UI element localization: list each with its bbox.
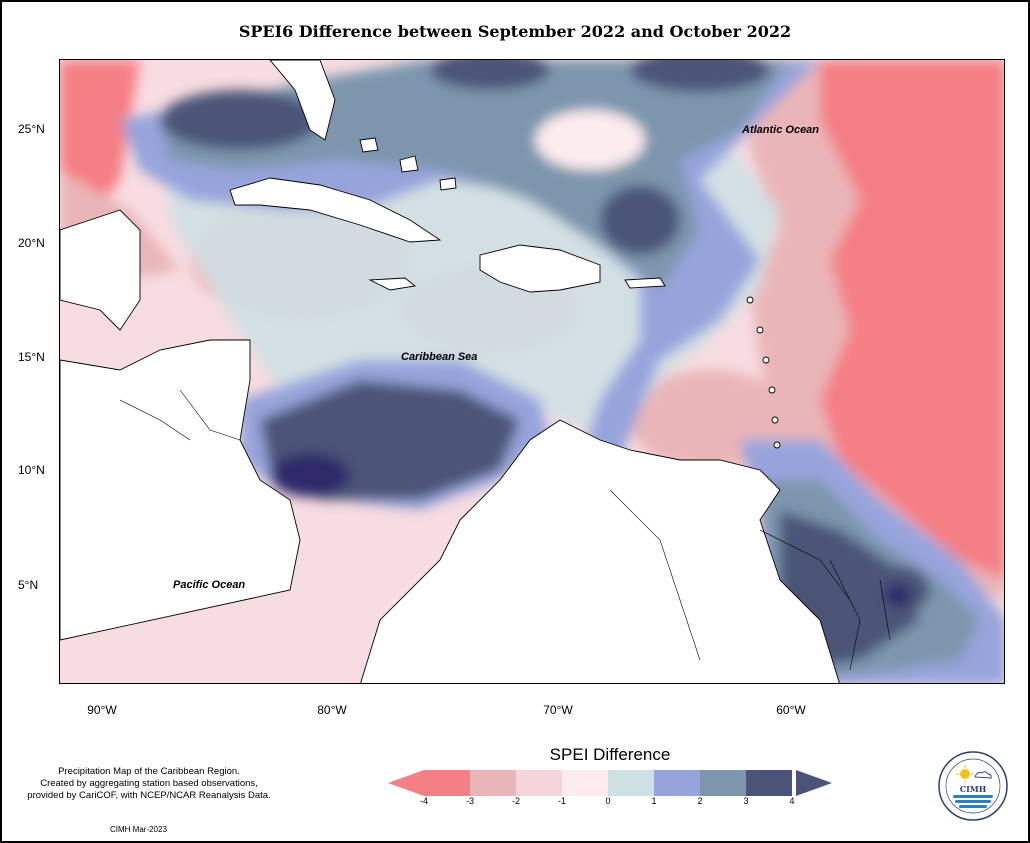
lon-label-60w: 60°W — [776, 703, 806, 717]
legend-color-cell — [470, 770, 516, 796]
legend-title: SPEI Difference — [549, 745, 671, 764]
legend-color-cell — [654, 770, 700, 796]
label-atlantic-ocean: Atlantic Ocean — [742, 124, 820, 136]
label-pacific-ocean: Pacific Ocean — [173, 579, 246, 591]
legend-tick-label: 3 — [743, 796, 749, 806]
map-area[interactable] — [59, 59, 1005, 684]
legend-tick-label: 1 — [651, 796, 657, 806]
lat-label-15n: 15°N — [18, 350, 45, 364]
legend-tick-label: 0 — [605, 796, 611, 806]
legend-color-cell — [562, 770, 608, 796]
credit-text: CIMH Mar-2023 — [110, 825, 167, 834]
legend-tick-label: -1 — [557, 796, 566, 806]
map-title: SPEI6 Difference between September 2022 … — [238, 22, 792, 41]
cimh-logo: CIMH — [938, 751, 1008, 821]
legend-color-cell — [516, 770, 562, 796]
lat-label-20n: 20°N — [18, 236, 45, 250]
waves-icon — [953, 795, 993, 808]
legend-tick-label: 4 — [789, 796, 795, 806]
lon-label-90w: 90°W — [87, 703, 117, 717]
description-line: Created by aggregating station based obs… — [40, 778, 258, 789]
legend-tick-label: -3 — [465, 796, 474, 806]
lon-label-70w: 70°W — [543, 703, 573, 717]
description-line: provided by CariCOF, with NCEP/NCAR Rean… — [27, 790, 271, 801]
legend-color-bar — [388, 770, 832, 796]
legend-arrow-left — [388, 770, 424, 796]
lat-label-10n: 10°N — [18, 463, 45, 477]
lon-label-80w: 80°W — [317, 703, 347, 717]
logo-text: CIMH — [960, 784, 987, 794]
legend-tick-label: -4 — [419, 796, 428, 806]
legend-color-cell — [700, 770, 746, 796]
legend-color-cell — [608, 770, 654, 796]
lat-label-5n: 5°N — [18, 578, 39, 592]
legend-color-cell — [746, 770, 792, 796]
cloud-icon — [974, 771, 992, 779]
legend-tick-label: 2 — [697, 796, 703, 806]
sun-icon — [956, 765, 974, 783]
label-caribbean-sea: Caribbean Sea — [401, 351, 478, 363]
legend-arrow-right — [796, 770, 832, 796]
legend-tick-label: -2 — [511, 796, 520, 806]
spei-map — [60, 60, 1004, 683]
legend-color-cell — [424, 770, 470, 796]
description-line: Precipitation Map of the Caribbean Regio… — [58, 766, 240, 777]
description-text: Precipitation Map of the Caribbean Regio… — [8, 766, 290, 802]
lat-label-25n: 25°N — [18, 122, 45, 136]
